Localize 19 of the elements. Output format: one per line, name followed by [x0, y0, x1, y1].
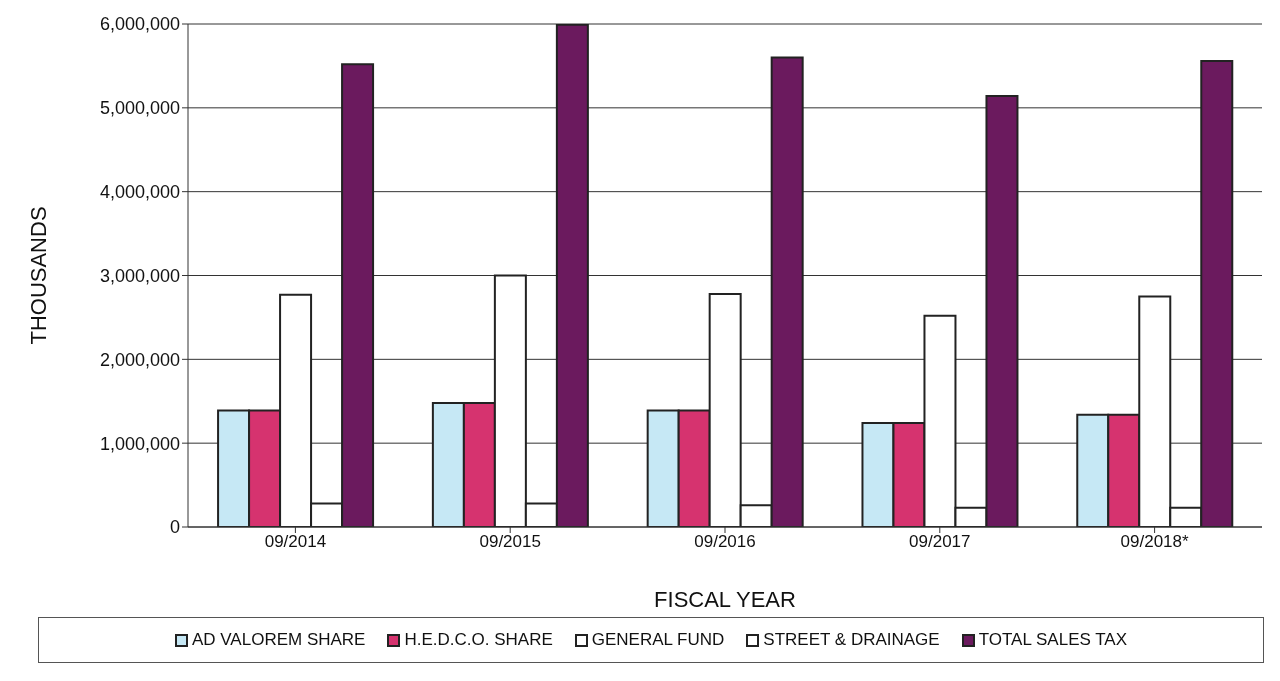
x-tick-label: 09/2015 [479, 532, 541, 552]
y-tick-label: 5,000,000 [99, 98, 180, 119]
y-tick-label: 2,000,000 [99, 349, 180, 370]
x-tick-label: 09/2016 [694, 532, 756, 552]
legend-label: AD VALOREM SHARE [191, 630, 366, 650]
y-tick-label: 4,000,000 [99, 182, 180, 203]
x-tick-label: 09/2017 [909, 532, 971, 552]
y-tick-label: 0 [169, 517, 180, 538]
legend-label: TOTAL SALES TAX [978, 630, 1128, 650]
legend-label: STREET & DRAINAGE [763, 630, 940, 650]
x-tick-label: 09/2018* [1120, 532, 1190, 552]
x-tick-label: 09/2014 [264, 532, 327, 552]
legend-label: H.E.D.C.O. SHARE [404, 630, 553, 650]
x-axis-title: FISCAL YEAR [654, 587, 796, 612]
legend-label: GENERAL FUND [591, 630, 725, 650]
y-tick-label: 1,000,000 [99, 433, 180, 454]
y-axis-title: THOUSANDS [25, 206, 51, 345]
y-tick-label: 3,000,000 [99, 265, 180, 286]
y-tick-label: 6,000,000 [99, 14, 180, 35]
